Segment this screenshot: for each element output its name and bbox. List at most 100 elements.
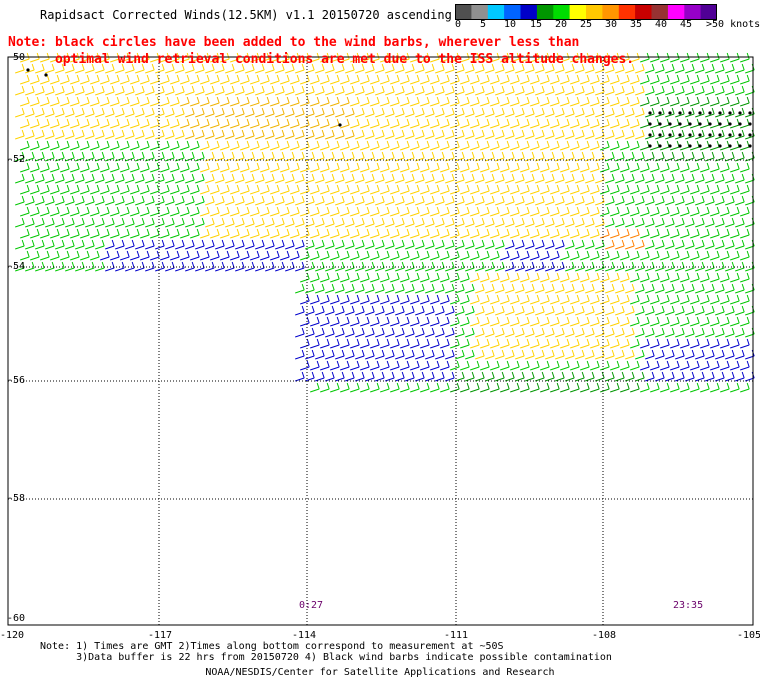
map-title: Rapidsact Corrected Winds(12.5KM) v1.1 2… — [40, 8, 452, 22]
contamination-circle — [678, 111, 682, 115]
wind-barb — [145, 223, 155, 228]
wind-barb-flag — [356, 162, 360, 170]
wind-barb — [65, 223, 75, 228]
wind-barb — [355, 289, 365, 294]
wind-barb-flag — [736, 184, 740, 192]
wind-barb — [85, 223, 95, 228]
wind-barb-flag — [666, 206, 670, 214]
wind-barb — [620, 102, 630, 107]
wind-barb-flag — [306, 140, 310, 148]
wind-barb-flag — [746, 272, 750, 280]
wind-barb — [275, 201, 285, 206]
wind-barb — [510, 388, 520, 393]
wind-barb — [625, 333, 635, 338]
wind-barb-flag — [741, 239, 745, 247]
wind-barb-flag — [331, 261, 335, 269]
wind-barb — [35, 91, 45, 96]
wind-barb-flag — [36, 162, 40, 170]
wind-barb-flag — [606, 206, 610, 214]
wind-barb — [505, 245, 515, 250]
wind-barb-flag — [331, 283, 335, 291]
wind-barb-flag — [396, 184, 400, 192]
wind-barb-flag — [341, 239, 345, 247]
wind-barb-flag — [556, 250, 560, 258]
wind-barb — [590, 102, 600, 107]
wind-barb — [60, 168, 70, 173]
wind-barb — [205, 69, 215, 74]
wind-barb-flag — [346, 250, 350, 258]
wind-barb-flag — [116, 184, 120, 192]
wind-barb — [315, 377, 325, 382]
wind-barb — [640, 234, 650, 239]
wind-barb — [515, 91, 525, 96]
wind-barb-flag — [676, 250, 680, 258]
wind-barb-flag — [661, 305, 665, 313]
wind-barb — [580, 80, 590, 85]
wind-barb-flag — [611, 129, 615, 137]
wind-barb — [130, 124, 140, 129]
wind-barb-flag — [421, 151, 425, 159]
wind-barb — [210, 256, 220, 261]
wind-barb — [580, 102, 590, 107]
lon-label-111: -111 — [444, 630, 469, 641]
wind-barb — [635, 355, 645, 360]
wind-barb-flag — [581, 63, 585, 71]
wind-barb — [105, 157, 115, 162]
wind-barb — [665, 245, 675, 250]
wind-barb — [640, 344, 650, 349]
wind-barb — [25, 223, 35, 228]
wind-barb-flag — [726, 316, 730, 324]
wind-barb-flag — [216, 140, 220, 148]
wind-barb — [430, 212, 440, 217]
wind-barb-flag — [291, 217, 295, 225]
wind-barb — [310, 300, 320, 305]
wind-barb — [210, 190, 220, 195]
wind-barb — [455, 91, 465, 96]
wind-barb — [635, 289, 645, 294]
wind-barb-flag — [616, 338, 620, 346]
wind-barb-flag — [226, 140, 230, 148]
wind-barb-flag — [411, 327, 415, 335]
wind-barb-flag — [671, 261, 675, 269]
wind-barb-flag — [106, 206, 110, 214]
wind-barb — [325, 311, 335, 316]
wind-barb — [355, 311, 365, 316]
wind-barb — [220, 146, 230, 151]
wind-barb — [145, 69, 155, 74]
wind-barb — [430, 256, 440, 261]
wind-barb-flag — [506, 360, 510, 368]
wind-barb — [545, 311, 555, 316]
wind-barb — [480, 102, 490, 107]
wind-barb-flag — [186, 228, 190, 236]
footnote: Note: 1) Times are GMT 2)Times along bot… — [40, 641, 612, 663]
wind-barb — [275, 157, 285, 162]
wind-barb-flag — [416, 338, 420, 346]
wind-barb — [460, 80, 470, 85]
wind-barb-flag — [281, 107, 285, 115]
wind-barb-flag — [591, 305, 595, 313]
wind-barb-flag — [451, 63, 455, 71]
wind-barb-flag — [406, 338, 410, 346]
wind-barb-flag — [216, 184, 220, 192]
wind-barb-flag — [386, 206, 390, 214]
wind-barb — [75, 223, 85, 228]
wind-barb — [250, 168, 260, 173]
wind-barb-flag — [371, 63, 375, 71]
wind-barb-flag — [271, 151, 275, 159]
wind-barb — [520, 256, 530, 261]
wind-barb — [305, 113, 315, 118]
wind-barb — [150, 212, 160, 217]
wind-barb — [590, 212, 600, 217]
wind-barb-flag — [261, 63, 265, 71]
wind-barb-flag — [471, 151, 475, 159]
wind-barb — [675, 355, 685, 360]
wind-barb — [295, 267, 305, 272]
wind-barb-flag — [656, 272, 660, 280]
wind-barb-flag — [461, 85, 465, 93]
wind-barb — [735, 91, 745, 96]
wind-barb-flag — [101, 173, 105, 181]
wind-barb — [555, 377, 565, 382]
wind-barb — [570, 80, 580, 85]
colorbar-tick-label: 25 — [580, 19, 593, 30]
wind-barb — [395, 311, 405, 316]
